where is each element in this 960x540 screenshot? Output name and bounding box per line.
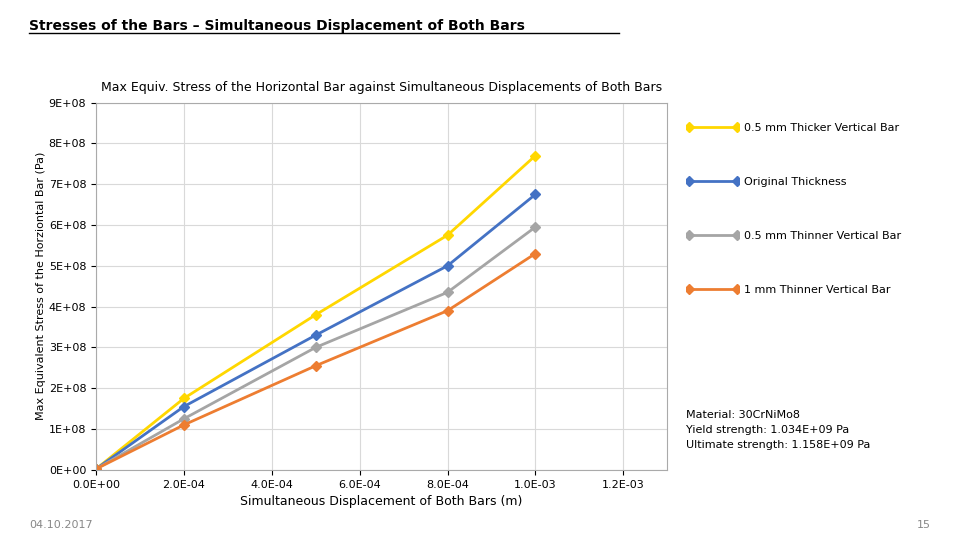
Text: 04.10.2017: 04.10.2017: [29, 520, 92, 530]
0.5 mm Thinner Vertical Bar: [530, 224, 541, 230]
0.5 mm Thicker Vertical Bar: [442, 232, 453, 239]
Text: 0.5 mm Thinner Vertical Bar: 0.5 mm Thinner Vertical Bar: [744, 231, 901, 241]
Text: 1 mm Thinner Vertical Bar: 1 mm Thinner Vertical Bar: [744, 285, 891, 295]
Text: Original Thickness: Original Thickness: [744, 177, 847, 187]
Original Thickness: [310, 332, 322, 339]
0.5 mm Thicker Vertical Bar: [310, 312, 322, 318]
0.5 mm Thicker Vertical Bar: [530, 152, 541, 159]
Original Thickness: [530, 191, 541, 198]
0.5 mm Thinner Vertical Bar: [442, 289, 453, 295]
0.5 mm Thinner Vertical Bar: [310, 344, 322, 350]
0.5 mm Thinner Vertical Bar: [90, 465, 102, 472]
Text: 0.5 mm Thicker Vertical Bar: 0.5 mm Thicker Vertical Bar: [744, 123, 900, 133]
0.5 mm Thinner Vertical Bar: [179, 416, 190, 422]
0.5 mm Thicker Vertical Bar: [179, 395, 190, 402]
Original Thickness: [442, 262, 453, 269]
Text: 15: 15: [917, 520, 931, 530]
Text: Material: 30CrNiMo8
Yield strength: 1.034E+09 Pa
Ultimate strength: 1.158E+09 Pa: Material: 30CrNiMo8 Yield strength: 1.03…: [686, 410, 871, 450]
X-axis label: Simultaneous Displacement of Both Bars (m): Simultaneous Displacement of Both Bars (…: [240, 495, 523, 508]
Line: 0.5 mm Thinner Vertical Bar: 0.5 mm Thinner Vertical Bar: [92, 224, 539, 472]
Y-axis label: Max Equivalent Stress of the Horziontal Bar (Pa): Max Equivalent Stress of the Horziontal …: [36, 152, 46, 420]
1 mm Thinner Vertical Bar: [310, 362, 322, 369]
1 mm Thinner Vertical Bar: [179, 422, 190, 428]
1 mm Thinner Vertical Bar: [90, 465, 102, 472]
Original Thickness: [90, 465, 102, 472]
Line: 1 mm Thinner Vertical Bar: 1 mm Thinner Vertical Bar: [92, 250, 539, 472]
Title: Max Equiv. Stress of the Horizontal Bar against Simultaneous Displacements of Bo: Max Equiv. Stress of the Horizontal Bar …: [101, 82, 662, 94]
Line: 0.5 mm Thicker Vertical Bar: 0.5 mm Thicker Vertical Bar: [92, 152, 539, 472]
Line: Original Thickness: Original Thickness: [92, 191, 539, 472]
Original Thickness: [179, 403, 190, 410]
1 mm Thinner Vertical Bar: [442, 307, 453, 314]
0.5 mm Thicker Vertical Bar: [90, 465, 102, 472]
1 mm Thinner Vertical Bar: [530, 251, 541, 257]
Text: Stresses of the Bars – Simultaneous Displacement of Both Bars: Stresses of the Bars – Simultaneous Disp…: [29, 19, 525, 33]
